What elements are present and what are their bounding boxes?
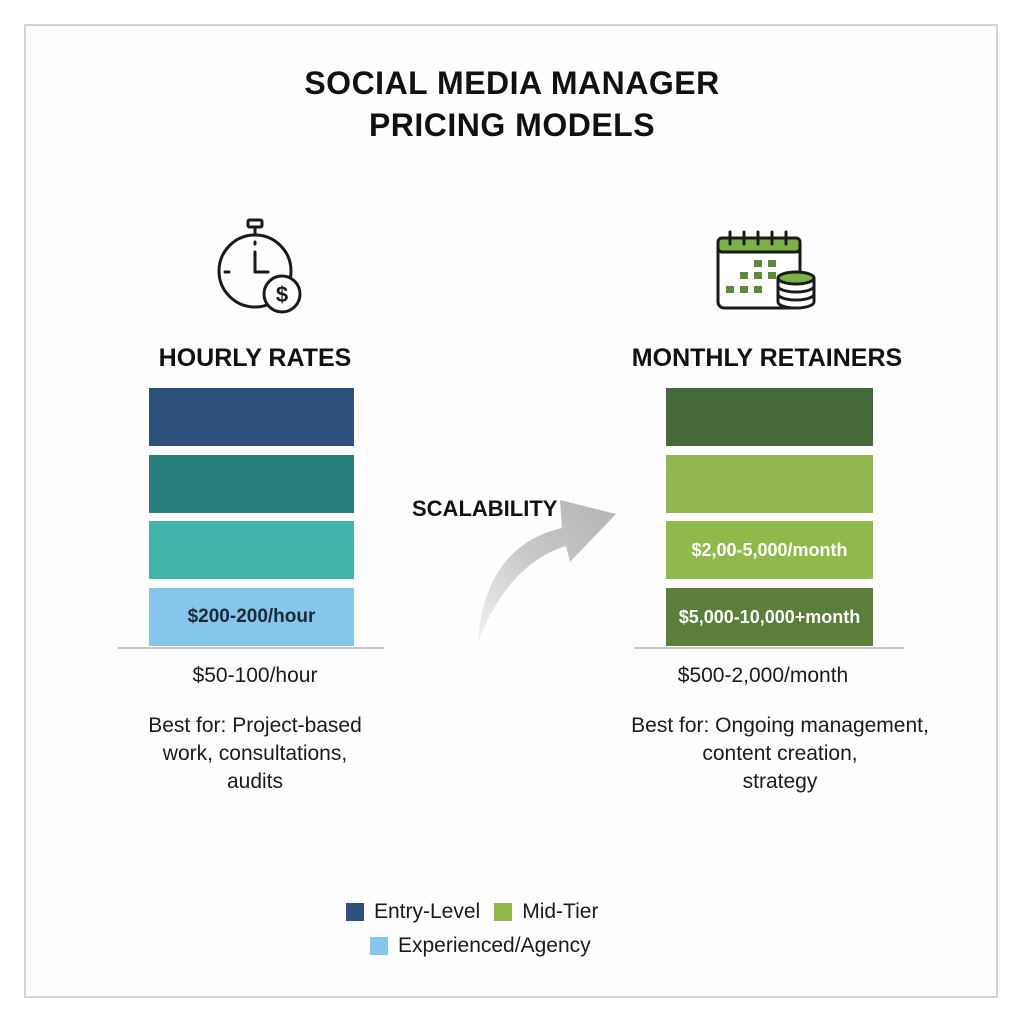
monthly-tier-label-3: $2,00-5,000/month — [691, 539, 848, 560]
monthly-price: $500-2,000/month — [677, 664, 849, 687]
hourly-rates-heading: HOURLY RATES — [158, 344, 352, 372]
hourly-best-for-line-2: work, consultations, — [162, 742, 348, 765]
monthly-tier-block-4: $5,000-10,000+month — [666, 588, 873, 646]
legend-row-2: Experienced/Agency — [370, 932, 605, 960]
legend-mid-swatch — [494, 903, 513, 921]
legend-mid-label: Mid-Tier — [522, 900, 599, 923]
hourly-best-for-line-3: audits — [226, 770, 284, 793]
legend-entry-level: Entry-Level — [346, 898, 480, 926]
svg-text:$: $ — [276, 282, 288, 307]
right-baseline — [634, 647, 904, 649]
scalability-label: SCALABILITY — [412, 496, 558, 521]
hourly-best-for: Best for: Project-based work, consultati… — [100, 712, 410, 796]
legend-row-1: Entry-Level Mid-Tier — [346, 898, 612, 926]
monthly-best-for-line-3: strategy — [742, 770, 818, 793]
hourly-tier-label-4: $200-200/hour — [187, 606, 316, 627]
monthly-best-for-line-2: content creation, — [702, 742, 858, 765]
monthly-tier-label-4: $5,000-10,000+month — [678, 606, 861, 627]
hourly-tier-block-4: $200-200/hour — [149, 588, 354, 646]
title-line-1: SOCIAL MEDIA MANAGER — [304, 65, 720, 101]
page-title: SOCIAL MEDIA MANAGER PRICING MODELS — [0, 62, 1024, 146]
scalability-arrow-icon — [478, 500, 616, 642]
legend-mid-tier: Mid-Tier — [494, 898, 598, 926]
left-baseline — [118, 647, 384, 649]
monthly-tier-block-3: $2,00-5,000/month — [666, 521, 873, 579]
monthly-best-for-line-1: Best for: Ongoing management, — [631, 714, 929, 737]
hourly-best-for-line-1: Best for: Project-based — [148, 714, 362, 737]
hourly-tier-block-1 — [149, 388, 354, 446]
monthly-tier-block-1 — [666, 388, 873, 446]
legend-entry-swatch — [346, 903, 364, 921]
stopwatch-dollar-icon: $ — [217, 218, 302, 314]
hourly-tier-block-2 — [149, 455, 354, 513]
monthly-retainers-heading: MONTHLY RETAINERS — [631, 344, 903, 372]
hourly-price: $50-100/hour — [192, 664, 318, 687]
hourly-tier-block-3 — [149, 521, 354, 579]
legend-experienced: Experienced/Agency — [370, 932, 591, 960]
legend-entry-label: Entry-Level — [374, 900, 481, 923]
legend-experienced-label: Experienced/Agency — [398, 934, 591, 957]
calendar-coins-icon — [716, 230, 816, 310]
monthly-best-for: Best for: Ongoing management, content cr… — [600, 712, 960, 796]
title-line-2: PRICING MODELS — [368, 107, 656, 143]
monthly-tier-block-2 — [666, 455, 873, 513]
legend-experienced-swatch — [370, 937, 388, 955]
